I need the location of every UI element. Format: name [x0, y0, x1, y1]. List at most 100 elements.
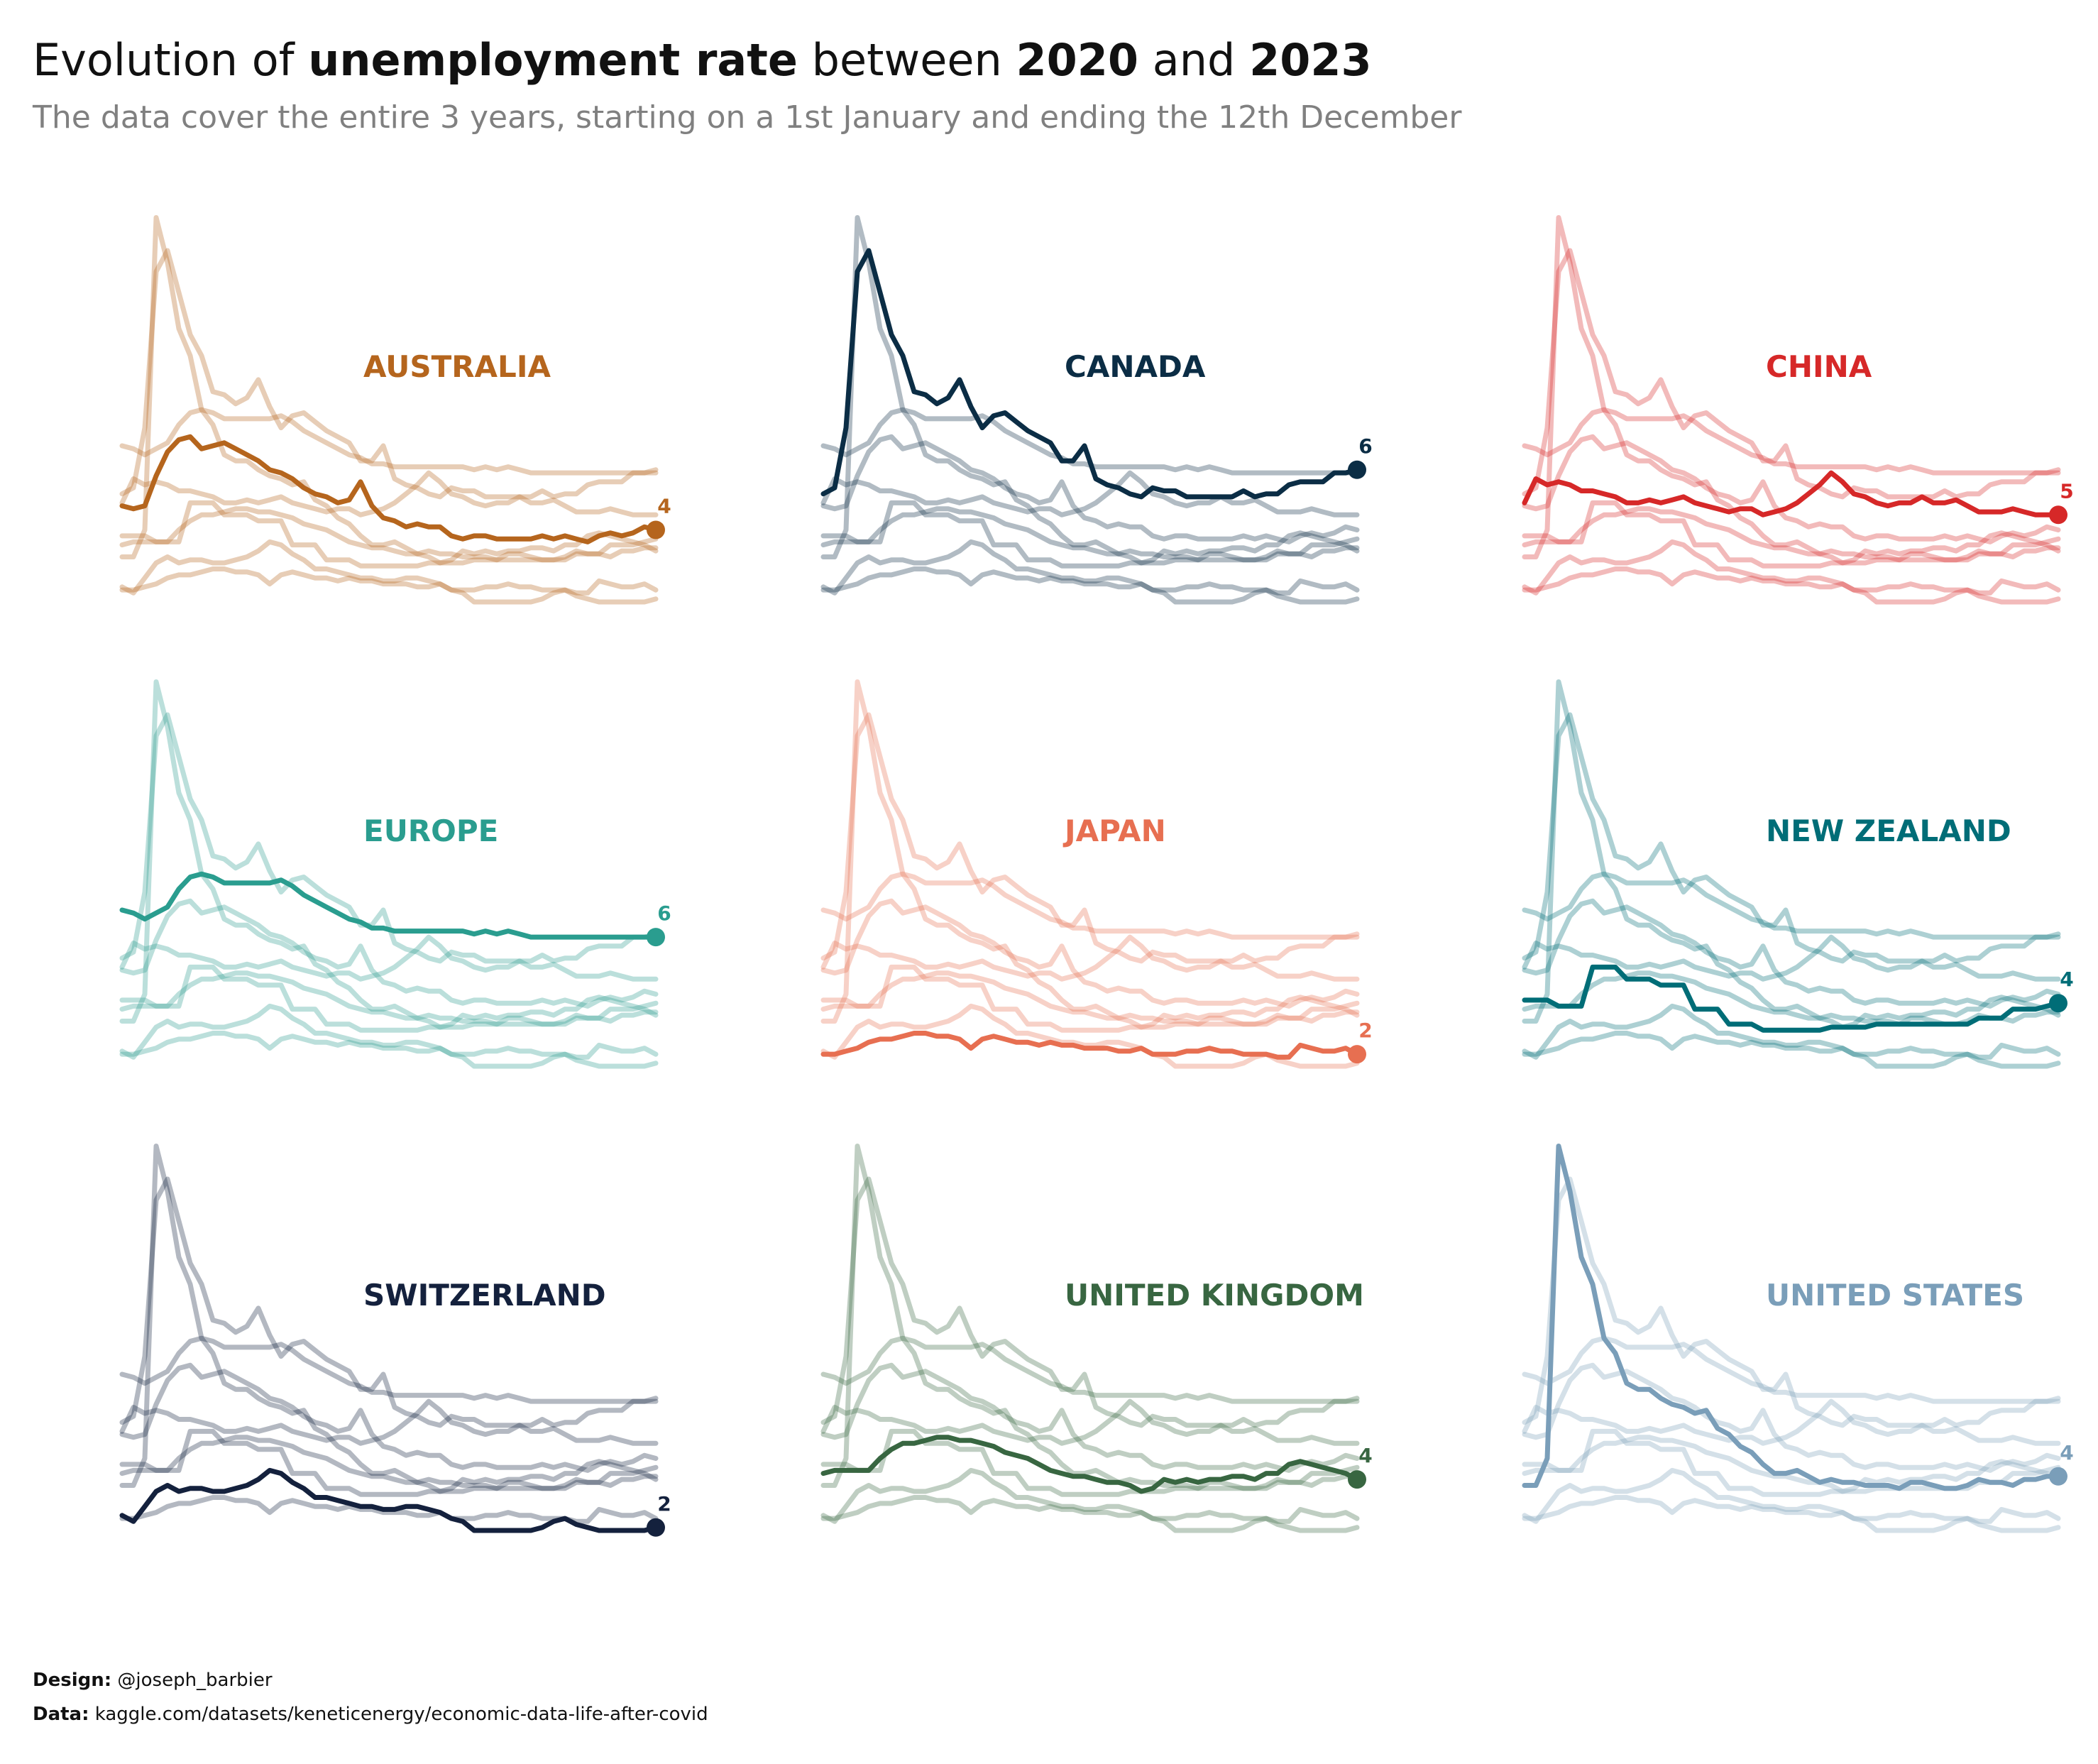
context-line-china: [119, 934, 659, 982]
context-line-united-states: [119, 1144, 659, 1491]
context-line-united-states: [820, 215, 1360, 563]
context-line-canada: [119, 248, 659, 500]
context-line-united-kingdom: [119, 506, 659, 566]
context-line-new-zealand: [119, 1428, 659, 1497]
end-point-new-zealand: [2049, 994, 2067, 1013]
title-year-end: 2023: [1249, 34, 1372, 86]
context-line-new-zealand: [1522, 500, 2061, 569]
series-line-europe: [119, 871, 659, 940]
context-line-new-zealand: [820, 1428, 1360, 1497]
end-point-switzerland: [647, 1518, 665, 1537]
context-line-australia: [1522, 898, 2061, 1009]
context-line-united-kingdom: [1522, 506, 2061, 566]
context-line-canada: [119, 1176, 659, 1428]
context-line-japan: [119, 566, 659, 596]
series-line-china: [1522, 470, 2061, 517]
panel-title-europe: EUROPE: [363, 813, 498, 848]
context-line-china: [820, 934, 1360, 982]
title-prefix: Evolution of: [33, 34, 309, 86]
context-line-new-zealand: [119, 964, 659, 1033]
chart-subtitle: The data cover the entire 3 years, start…: [33, 99, 1462, 136]
context-line-australia: [820, 898, 1360, 1009]
panel-canada: 6 CANADA: [820, 215, 1373, 605]
context-line-united-kingdom: [119, 970, 659, 1030]
context-line-new-zealand: [820, 500, 1360, 569]
context-line-europe: [119, 407, 659, 476]
end-point-united-kingdom: [1348, 1470, 1366, 1489]
context-line-united-states: [820, 679, 1360, 1027]
end-label-japan: 2: [1358, 1019, 1372, 1042]
context-line-japan: [1522, 1495, 2061, 1524]
context-line-united-kingdom: [1522, 1435, 2061, 1494]
panel-switzerland: 2 SWITZERLAND: [119, 1144, 671, 1537]
end-point-china: [2049, 505, 2067, 525]
context-line-china: [820, 470, 1360, 517]
context-line-europe: [820, 871, 1360, 940]
title-middle: between: [797, 34, 1016, 86]
end-point-canada: [1348, 460, 1366, 479]
context-line-switzerland: [1522, 1003, 2061, 1069]
end-label-switzerland: 2: [657, 1492, 671, 1516]
credit-design: Design: @joseph_barbier: [33, 1670, 273, 1691]
series-line-united-states: [1522, 1144, 2061, 1491]
context-line-new-zealand: [1522, 1428, 2061, 1497]
context-line-new-zealand: [820, 964, 1360, 1033]
context-line-switzerland: [820, 539, 1360, 605]
context-line-canada: [1522, 1176, 2061, 1428]
panel-japan: 2 JAPAN: [820, 679, 1373, 1069]
title-and: and: [1138, 34, 1250, 86]
context-line-switzerland: [820, 1467, 1360, 1533]
context-line-europe: [1522, 1335, 2061, 1404]
context-line-switzerland: [119, 1003, 659, 1069]
panel-new-zealand: 4 NEW ZEALAND: [1522, 679, 2074, 1069]
context-line-europe: [1522, 407, 2061, 476]
context-line-united-kingdom: [820, 970, 1360, 1030]
series-line-switzerland: [119, 1467, 659, 1533]
end-label-canada: 6: [1358, 434, 1372, 458]
panel-title-china: CHINA: [1766, 349, 1872, 384]
context-line-canada: [1522, 712, 2061, 964]
context-line-canada: [820, 712, 1360, 964]
title-metric: unemployment rate: [308, 34, 798, 86]
context-line-new-zealand: [119, 500, 659, 569]
credit-data-label: Data:: [33, 1704, 89, 1725]
end-label-australia: 4: [657, 495, 671, 518]
end-point-japan: [1348, 1045, 1366, 1064]
context-line-japan: [1522, 1031, 2061, 1060]
context-line-australia: [1522, 434, 2061, 544]
panel-title-new-zealand: NEW ZEALAND: [1766, 813, 2011, 848]
context-line-australia: [119, 1362, 659, 1473]
context-line-japan: [119, 1031, 659, 1060]
panel-title-switzerland: SWITZERLAND: [363, 1278, 606, 1313]
context-line-united-states: [1522, 215, 2061, 563]
series-line-canada: [820, 248, 1360, 500]
panel-australia: 4 AUSTRALIA: [119, 215, 671, 605]
small-multiples-chart: 4 AUSTRALIA 6 CANADA 5 CHINA 6 EUROPE 2 JAPAN 4 NEW…: [119, 215, 2074, 1537]
panel-title-canada: CANADA: [1065, 349, 1206, 384]
context-line-australia: [820, 434, 1360, 544]
panel-title-united-kingdom: UNITED KINGDOM: [1065, 1278, 1364, 1313]
context-line-europe: [119, 1335, 659, 1404]
context-line-europe: [820, 1335, 1360, 1404]
context-line-united-states: [119, 679, 659, 1027]
series-line-new-zealand: [1522, 964, 2061, 1033]
panel-united-states: 4 UNITED STATES: [1522, 1144, 2074, 1533]
context-line-switzerland: [119, 539, 659, 605]
credit-data-value: kaggle.com/datasets/keneticenergy/econom…: [89, 1704, 708, 1725]
context-line-australia: [1522, 1362, 2061, 1473]
panel-china: 5 CHINA: [1522, 215, 2074, 605]
credit-design-label: Design:: [33, 1670, 112, 1691]
credit-design-value: @joseph_barbier: [111, 1670, 273, 1691]
end-point-europe: [647, 928, 665, 947]
context-line-china: [1522, 934, 2061, 982]
context-line-japan: [820, 566, 1360, 596]
end-label-new-zealand: 4: [2060, 968, 2073, 991]
context-line-switzerland: [1522, 539, 2061, 605]
context-line-united-states: [1522, 679, 2061, 1027]
chart-title: Evolution of unemployment rate between 2…: [33, 34, 1372, 86]
end-point-united-states: [2049, 1467, 2067, 1486]
context-line-united-states: [119, 215, 659, 563]
end-label-united-kingdom: 4: [1358, 1444, 1372, 1467]
context-line-canada: [820, 1176, 1360, 1428]
context-line-china: [1522, 1398, 2061, 1446]
